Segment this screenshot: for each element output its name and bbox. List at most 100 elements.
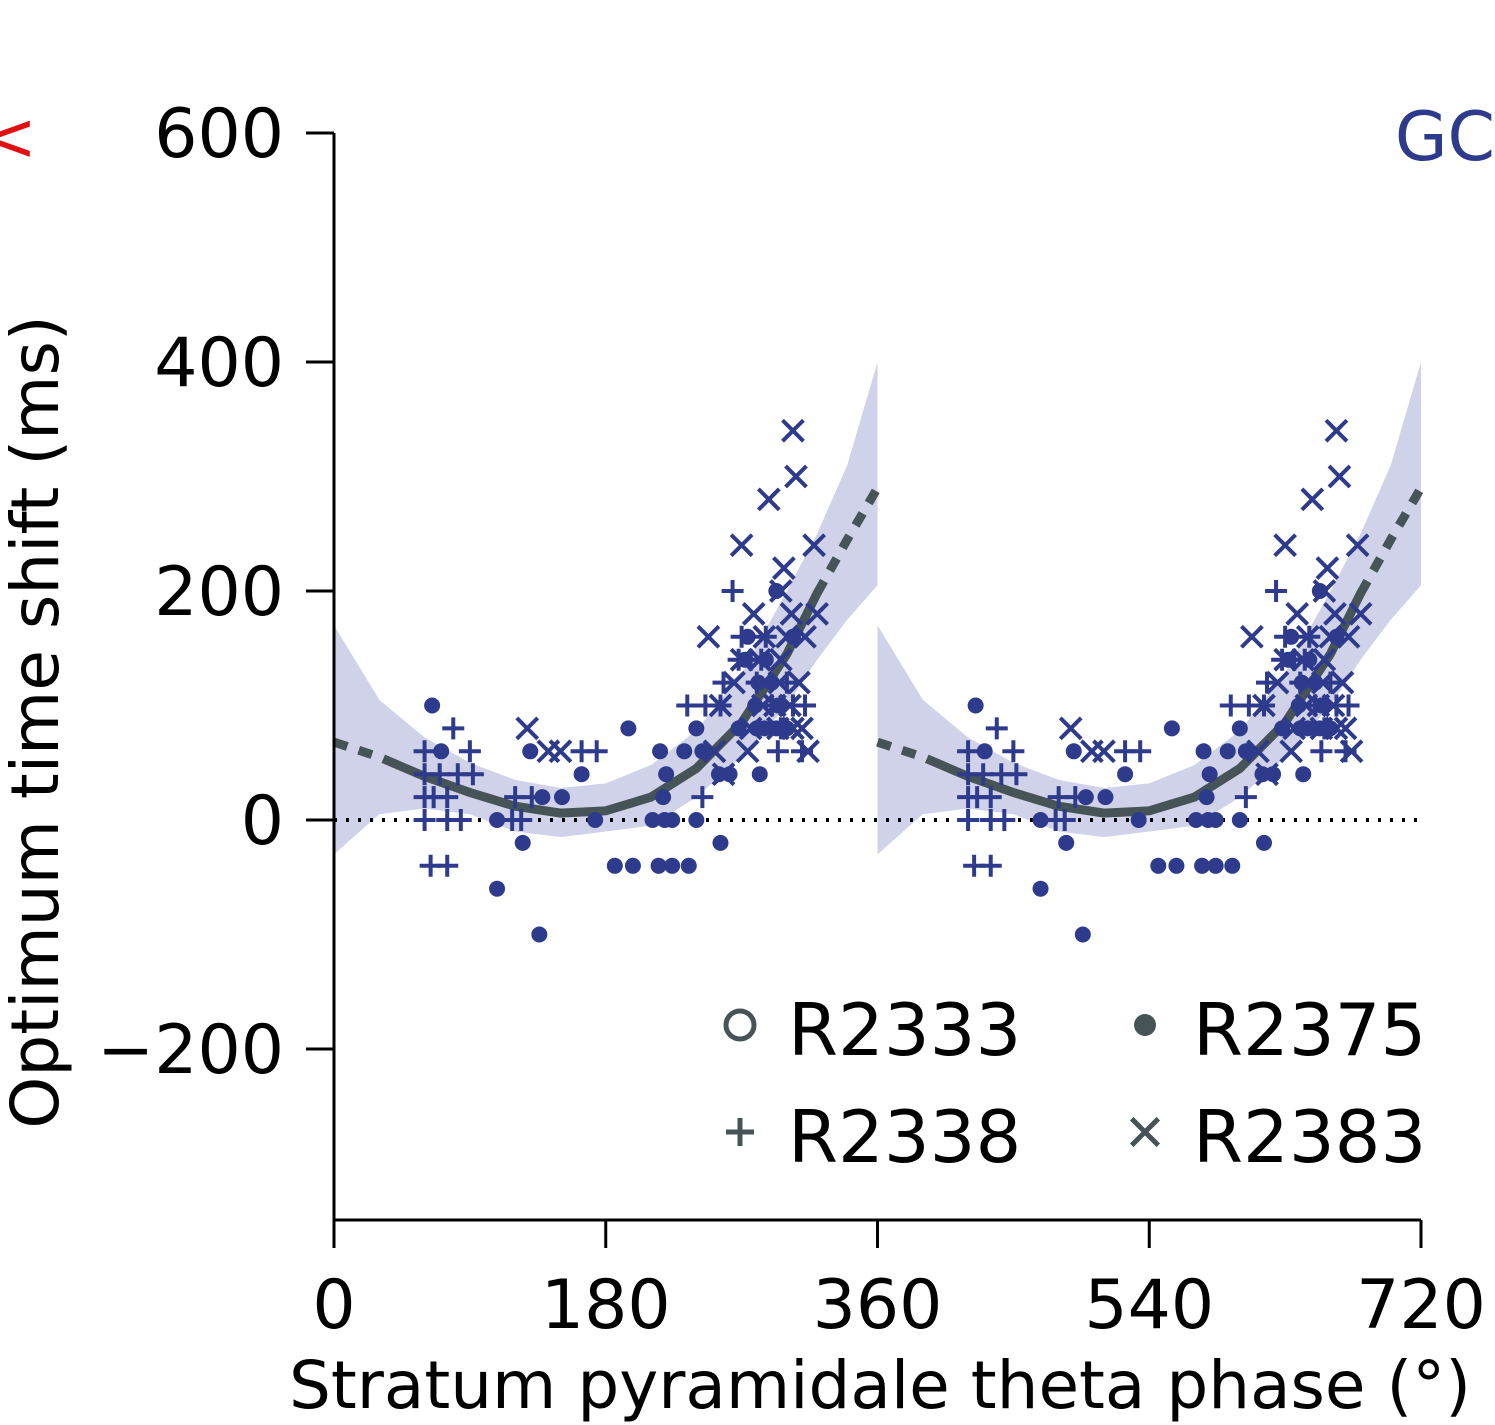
data-point-cross: [1300, 487, 1325, 512]
data-point-cross: [1058, 716, 1083, 741]
y-tick-label: 200: [154, 553, 284, 632]
data-point-dot: [976, 743, 993, 760]
data-point-dot: [688, 812, 705, 828]
data-point-cross: [1321, 693, 1346, 718]
data-point-cross: [1312, 579, 1337, 603]
data-point-cross: [1311, 670, 1335, 695]
data-point-dot: [1231, 812, 1248, 828]
data-point-plus: [712, 671, 735, 694]
legend: R2333 R2375 R2338 R2383: [723, 988, 1426, 1179]
data-point-dot: [489, 880, 506, 897]
data-point-dot: [1237, 743, 1254, 760]
data-point-dot: [1274, 720, 1291, 737]
data-point-plus: [1337, 694, 1360, 717]
data-point-cross: [772, 556, 796, 580]
scatter-points-layer: [413, 418, 1373, 943]
data-point-cross: [1324, 716, 1349, 741]
data-point-cross: [1323, 602, 1347, 626]
fit-curve-dashed: [813, 485, 882, 596]
data-point-dot: [676, 743, 693, 760]
data-point-dot: [489, 812, 506, 828]
data-point-cross: [1339, 739, 1364, 764]
data-point-dot: [1255, 834, 1272, 851]
data-point-dot: [1074, 926, 1091, 943]
data-point-cross: [802, 533, 826, 558]
x-tick-label: 540: [1084, 1266, 1214, 1345]
data-point-dot: [1201, 766, 1218, 783]
data-point-plus: [436, 854, 459, 877]
data-point-cross: [696, 624, 721, 649]
data-point-plus: [510, 809, 533, 831]
fit-curve-dashed: [332, 737, 397, 768]
data-point-plus: [413, 809, 436, 831]
data-point-dot: [650, 857, 667, 874]
data-point-dot: [1299, 720, 1316, 737]
data-point-dot: [751, 766, 768, 783]
data-point-cross: [741, 602, 766, 626]
data-point-plus: [1129, 740, 1152, 763]
data-point-dot: [688, 720, 705, 737]
data-point-plus: [769, 717, 792, 740]
data-point-dot: [1163, 720, 1180, 737]
data-point-plus: [721, 580, 744, 602]
y-tick-label: 600: [154, 95, 284, 174]
legend-marker-dot: [1134, 1014, 1156, 1036]
data-point-dot: [1130, 812, 1147, 828]
data-point-plus: [1256, 671, 1279, 694]
data-point-dot: [1117, 766, 1134, 783]
data-point-dot: [624, 857, 641, 874]
data-point-plus: [745, 671, 768, 694]
data-point-dot: [424, 697, 441, 714]
data-point-dot: [655, 789, 672, 806]
x-axis-label: Stratum pyramidale theta phase (°): [289, 1347, 1471, 1424]
data-point-plus: [1064, 786, 1087, 809]
data-point-cross: [1255, 762, 1279, 787]
data-point-dot: [1194, 857, 1211, 874]
data-point-cross: [1333, 716, 1358, 741]
data-point-dot: [694, 743, 711, 760]
data-point-cross: [738, 716, 763, 741]
data-point-plus: [1234, 786, 1257, 809]
data-point-cross: [779, 602, 804, 626]
x-tick-label: 180: [541, 1266, 671, 1345]
data-point-cross: [796, 739, 820, 764]
data-point-cross: [548, 739, 573, 764]
data-point-cross: [778, 693, 802, 718]
data-point-cross: [1240, 624, 1264, 649]
data-point-dot: [644, 812, 661, 828]
data-point-cross: [775, 624, 799, 649]
data-point-cross: [735, 739, 760, 764]
legend-label: R2375: [1193, 988, 1426, 1072]
data-point-dot: [967, 697, 984, 714]
data-point-cross: [1279, 739, 1304, 764]
data-point-dot: [1058, 834, 1075, 851]
data-point-dot: [768, 583, 785, 599]
data-point-plus: [993, 809, 1016, 831]
data-point-cross: [1330, 670, 1355, 695]
data-point-plus: [436, 786, 459, 809]
data-point-cross: [711, 762, 736, 787]
data-point-plus: [520, 786, 543, 809]
data-point-dot: [522, 743, 539, 760]
data-point-plus: [1274, 625, 1297, 648]
data-point-cross: [722, 670, 746, 695]
data-point-cross: [787, 670, 811, 695]
data-point-plus: [957, 740, 980, 763]
axes-layer: 600 400 200 0 −200 0 180 360 540 720: [97, 95, 1486, 1345]
panel-label: GC: [1395, 98, 1495, 177]
data-point-cross: [784, 464, 808, 489]
data-point-dot: [1311, 583, 1328, 599]
data-point-dot: [1231, 720, 1248, 737]
data-point-cross: [1315, 556, 1340, 580]
data-point-plus: [1265, 580, 1288, 602]
data-point-dot: [433, 743, 450, 760]
data-point-cross: [702, 739, 727, 764]
data-point-dot: [573, 766, 590, 783]
data-point-dot: [1224, 857, 1241, 874]
data-point-cross: [1336, 624, 1361, 649]
data-point-cross: [1285, 602, 1310, 626]
y-axis-label: Optimum time shift (ms): [0, 315, 74, 1128]
data-point-cross: [781, 716, 805, 741]
data-point-cross: [1327, 464, 1352, 489]
